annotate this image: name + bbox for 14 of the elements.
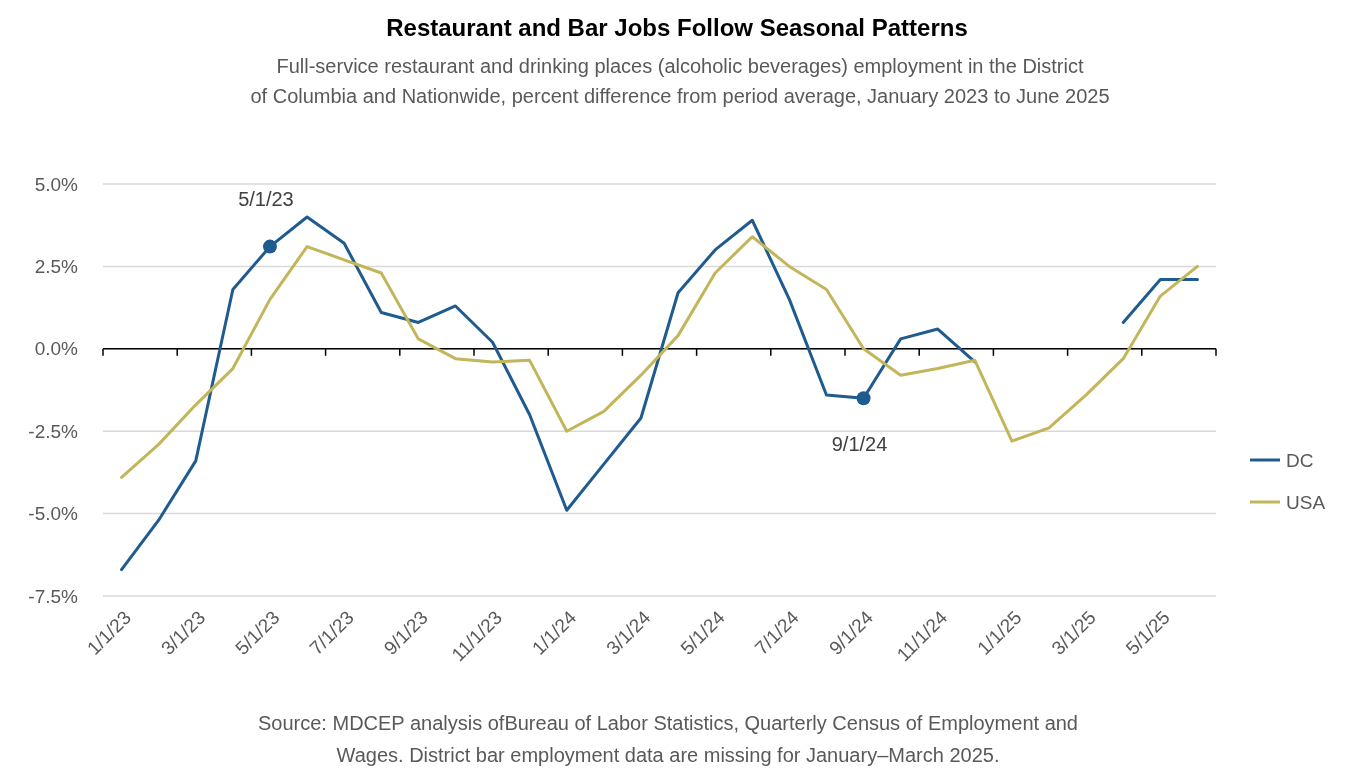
legend-label: DC [1286, 449, 1314, 471]
line-series [120, 235, 1199, 479]
y-tick-label: -5.0% [28, 503, 79, 525]
chart-subtitle: Full-service restaurant and drinking places (alcoholic beverages) employment in the District of Columbia and Nationwide, percent difference from period average, January 2023 to June 2025 [250, 55, 1110, 107]
source-note: Source: MDCEP analysis ofBureau of Labor Statistics, Quarterly Census of Employment and Wages. District bar employment data are missing for January–March 2025. [257, 712, 1079, 766]
y-tick-label: 0.0% [34, 338, 79, 360]
y-tick-label: 2.5% [34, 256, 79, 278]
y-tick-label: -2.5% [28, 420, 79, 442]
y-tick-label: -7.5% [28, 585, 79, 607]
chart-title: Restaurant and Bar Jobs Follow Seasonal Patterns [386, 14, 968, 41]
legend-label: USA [1286, 491, 1326, 513]
annotation: 5/1/23 [238, 187, 294, 210]
y-tick-label: 5.0% [34, 173, 79, 195]
annotation: 9/1/24 [831, 433, 888, 456]
